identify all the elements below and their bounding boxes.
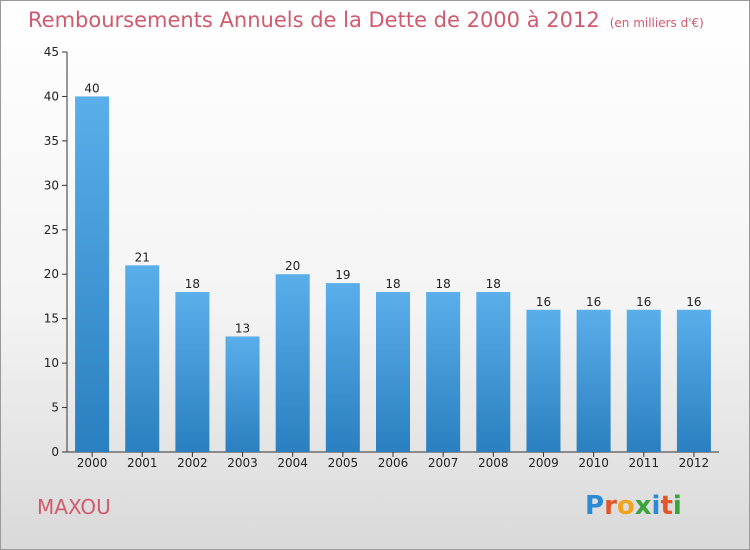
value-label-2006: 18 [385,277,400,291]
bar-2003 [225,336,260,452]
y-tick-label: 45 [44,45,59,59]
logo-letter: i [672,491,682,521]
value-label-2000: 40 [84,81,99,95]
bar-2011 [626,309,661,452]
y-tick-label: 0 [51,445,59,459]
logo-letter: P [585,491,605,521]
bar-2007 [426,292,461,452]
value-label-2005: 19 [335,268,350,282]
value-label-2001: 21 [135,250,150,264]
bar-2005 [325,283,360,452]
logo-letter: r [604,491,617,521]
x-tick-label: 2007 [428,456,459,470]
bar-2002 [175,292,210,452]
y-tick-label: 10 [44,356,59,370]
y-tick-label: 25 [44,223,59,237]
x-tick-label: 2012 [679,456,710,470]
bar-2010 [576,309,611,452]
bar-2008 [476,292,511,452]
bar-2001 [125,265,160,452]
value-label-2009: 16 [536,295,551,309]
value-label-2003: 13 [235,321,250,335]
logo-letter: x [634,491,652,521]
value-label-2011: 16 [636,295,651,309]
proxiti-logo[interactable]: Proxiti [585,491,682,521]
x-tick-label: 2001 [127,456,158,470]
x-tick-label: 2010 [578,456,609,470]
x-tick-label: 2004 [277,456,308,470]
title-main: Remboursements Annuels de la Dette de 20… [28,8,600,32]
y-tick-label: 5 [51,401,59,415]
y-tick-label: 40 [44,89,59,103]
bar-2006 [376,292,410,452]
bar-2004 [275,274,310,452]
value-label-2008: 18 [486,277,501,291]
bar-2009 [526,309,561,452]
bars [75,96,711,452]
x-tick-label: 2005 [328,456,359,470]
x-tick-label: 2002 [177,456,208,470]
y-tick-label: 30 [44,178,59,192]
x-tick-label: 2011 [628,456,659,470]
value-label-2002: 18 [185,277,200,291]
x-tick-label: 2000 [77,456,108,470]
axes: 0 5 10 15 20 25 30 35 40 45 2000 2001 2002 2003 2004 20… [44,45,719,470]
logo-letter: o [616,491,635,521]
y-tick-label: 20 [44,267,59,281]
value-labels: 40 21 18 13 20 19 18 18 18 16 16 16 16 [84,81,701,335]
logo-letter: t [660,491,673,521]
bar-2012 [676,309,711,452]
chart-title: Remboursements Annuels de la Dette de 20… [28,8,704,32]
x-tick-label: 2009 [528,456,559,470]
value-label-2012: 16 [686,295,701,309]
x-tick-label: 2008 [478,456,509,470]
town-name: MAXOU [37,495,111,519]
bar-2000 [75,96,110,452]
y-tick-label: 15 [44,312,59,326]
value-label-2010: 16 [586,295,601,309]
x-tick-label: 2006 [378,456,409,470]
value-label-2007: 18 [436,277,451,291]
value-label-2004: 20 [285,259,300,273]
y-tick-label: 35 [44,134,59,148]
x-tick-label: 2003 [227,456,258,470]
logo-letter: i [651,491,661,521]
title-unit: (en milliers d'€) [609,16,704,30]
